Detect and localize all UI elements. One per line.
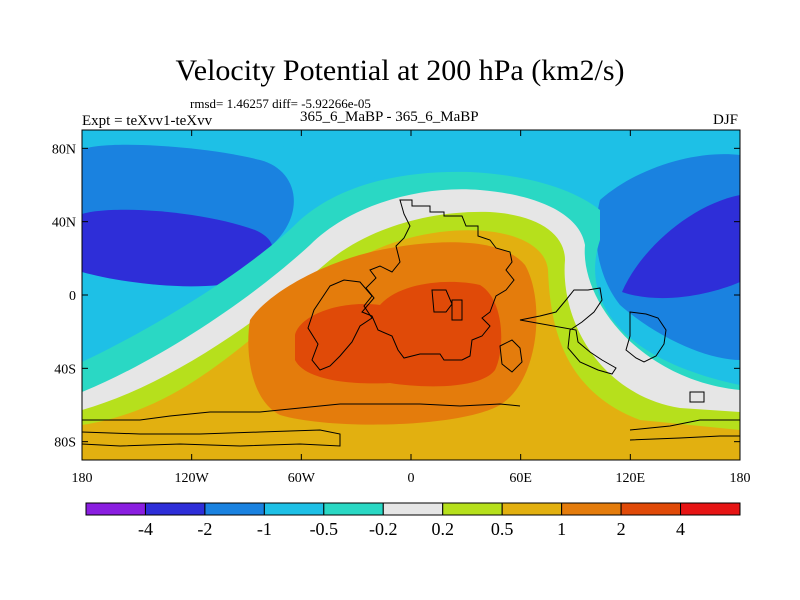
colorbar-swatch <box>561 502 622 516</box>
outline-island-4 <box>689 391 705 403</box>
x-tick-label: 60E <box>509 471 532 486</box>
continent-outlines <box>82 199 740 447</box>
outline-island-2 <box>451 299 463 321</box>
colorbar-level-label: 0.2 <box>431 519 454 539</box>
outline-antarctica-shelf <box>82 429 341 447</box>
experiment-label: Expt = teXvv1-teXvv <box>82 113 213 129</box>
x-axis: 180 120W 60W 0 60E 120E 180 <box>72 130 751 486</box>
x-tick-label: 0 <box>408 471 415 486</box>
contour-fill-west-pacific-min <box>622 195 740 299</box>
stats-label: rmsd= 1.46257 diff= -5.92266e-05 <box>190 96 371 111</box>
x-tick-label: 120E <box>616 471 646 486</box>
outline-antarctica-east-shelf <box>629 435 740 441</box>
colorbar-swatch <box>204 502 265 516</box>
y-axis: 80N 40N 0 40S 80S <box>52 142 740 451</box>
colorbar-level-label: 1 <box>557 519 566 539</box>
colorbar-swatch <box>501 502 563 516</box>
y-tick-label: 80S <box>54 436 76 451</box>
colorbar-level-label: -0.5 <box>310 519 339 539</box>
outline-eurasia-africa <box>361 199 515 361</box>
colorbar-swatch <box>442 502 503 516</box>
y-tick-label: 0 <box>69 289 76 304</box>
colorbar-swatch <box>382 502 444 516</box>
x-tick-label: 60W <box>288 471 316 486</box>
colorbar-level-label: -4 <box>138 519 153 539</box>
x-tick-label: 180 <box>72 471 93 486</box>
x-tick-label: 180 <box>730 471 751 486</box>
colorbar-swatch <box>323 502 384 516</box>
chart-title: Velocity Potential at 200 hPa (km2/s) <box>175 54 625 87</box>
y-tick-label: 40S <box>54 362 76 377</box>
contour-fill-north-band <box>82 130 740 183</box>
colorbar-swatch <box>620 502 682 516</box>
y-tick-label: 80N <box>52 142 76 157</box>
outline-antarctica-east <box>629 419 740 431</box>
outline-island-1 <box>431 289 453 313</box>
colorbar-level-label: 2 <box>617 519 626 539</box>
outline-maritime <box>519 287 617 375</box>
colorbar-level-label: 0.5 <box>491 519 514 539</box>
colorbar-swatch <box>680 502 741 516</box>
colorbar-swatch <box>263 502 325 516</box>
outline-australia <box>625 311 667 363</box>
colorbar-level-label: -2 <box>197 519 212 539</box>
colorbar-swatch <box>85 502 146 516</box>
outline-south-america <box>307 279 373 371</box>
contour-fill-pacific-min <box>82 209 273 287</box>
period-label: 365_6_MaBP - 365_6_MaBP <box>300 109 479 125</box>
colorbar: -4 -2 -1 -0.5 -0.2 0.2 0.5 1 2 4 <box>85 502 741 539</box>
contour-field <box>82 130 740 460</box>
colorbar-level-label: -1 <box>257 519 272 539</box>
colorbar-level-label: -0.2 <box>369 519 398 539</box>
outline-antarctica-west <box>82 403 521 421</box>
season-label: DJF <box>712 112 738 128</box>
colorbar-level-label: 4 <box>676 519 685 539</box>
x-tick-label: 120W <box>175 471 210 486</box>
y-tick-label: 40N <box>52 216 76 231</box>
outline-island-3 <box>499 339 523 373</box>
colorbar-swatch <box>144 502 206 516</box>
